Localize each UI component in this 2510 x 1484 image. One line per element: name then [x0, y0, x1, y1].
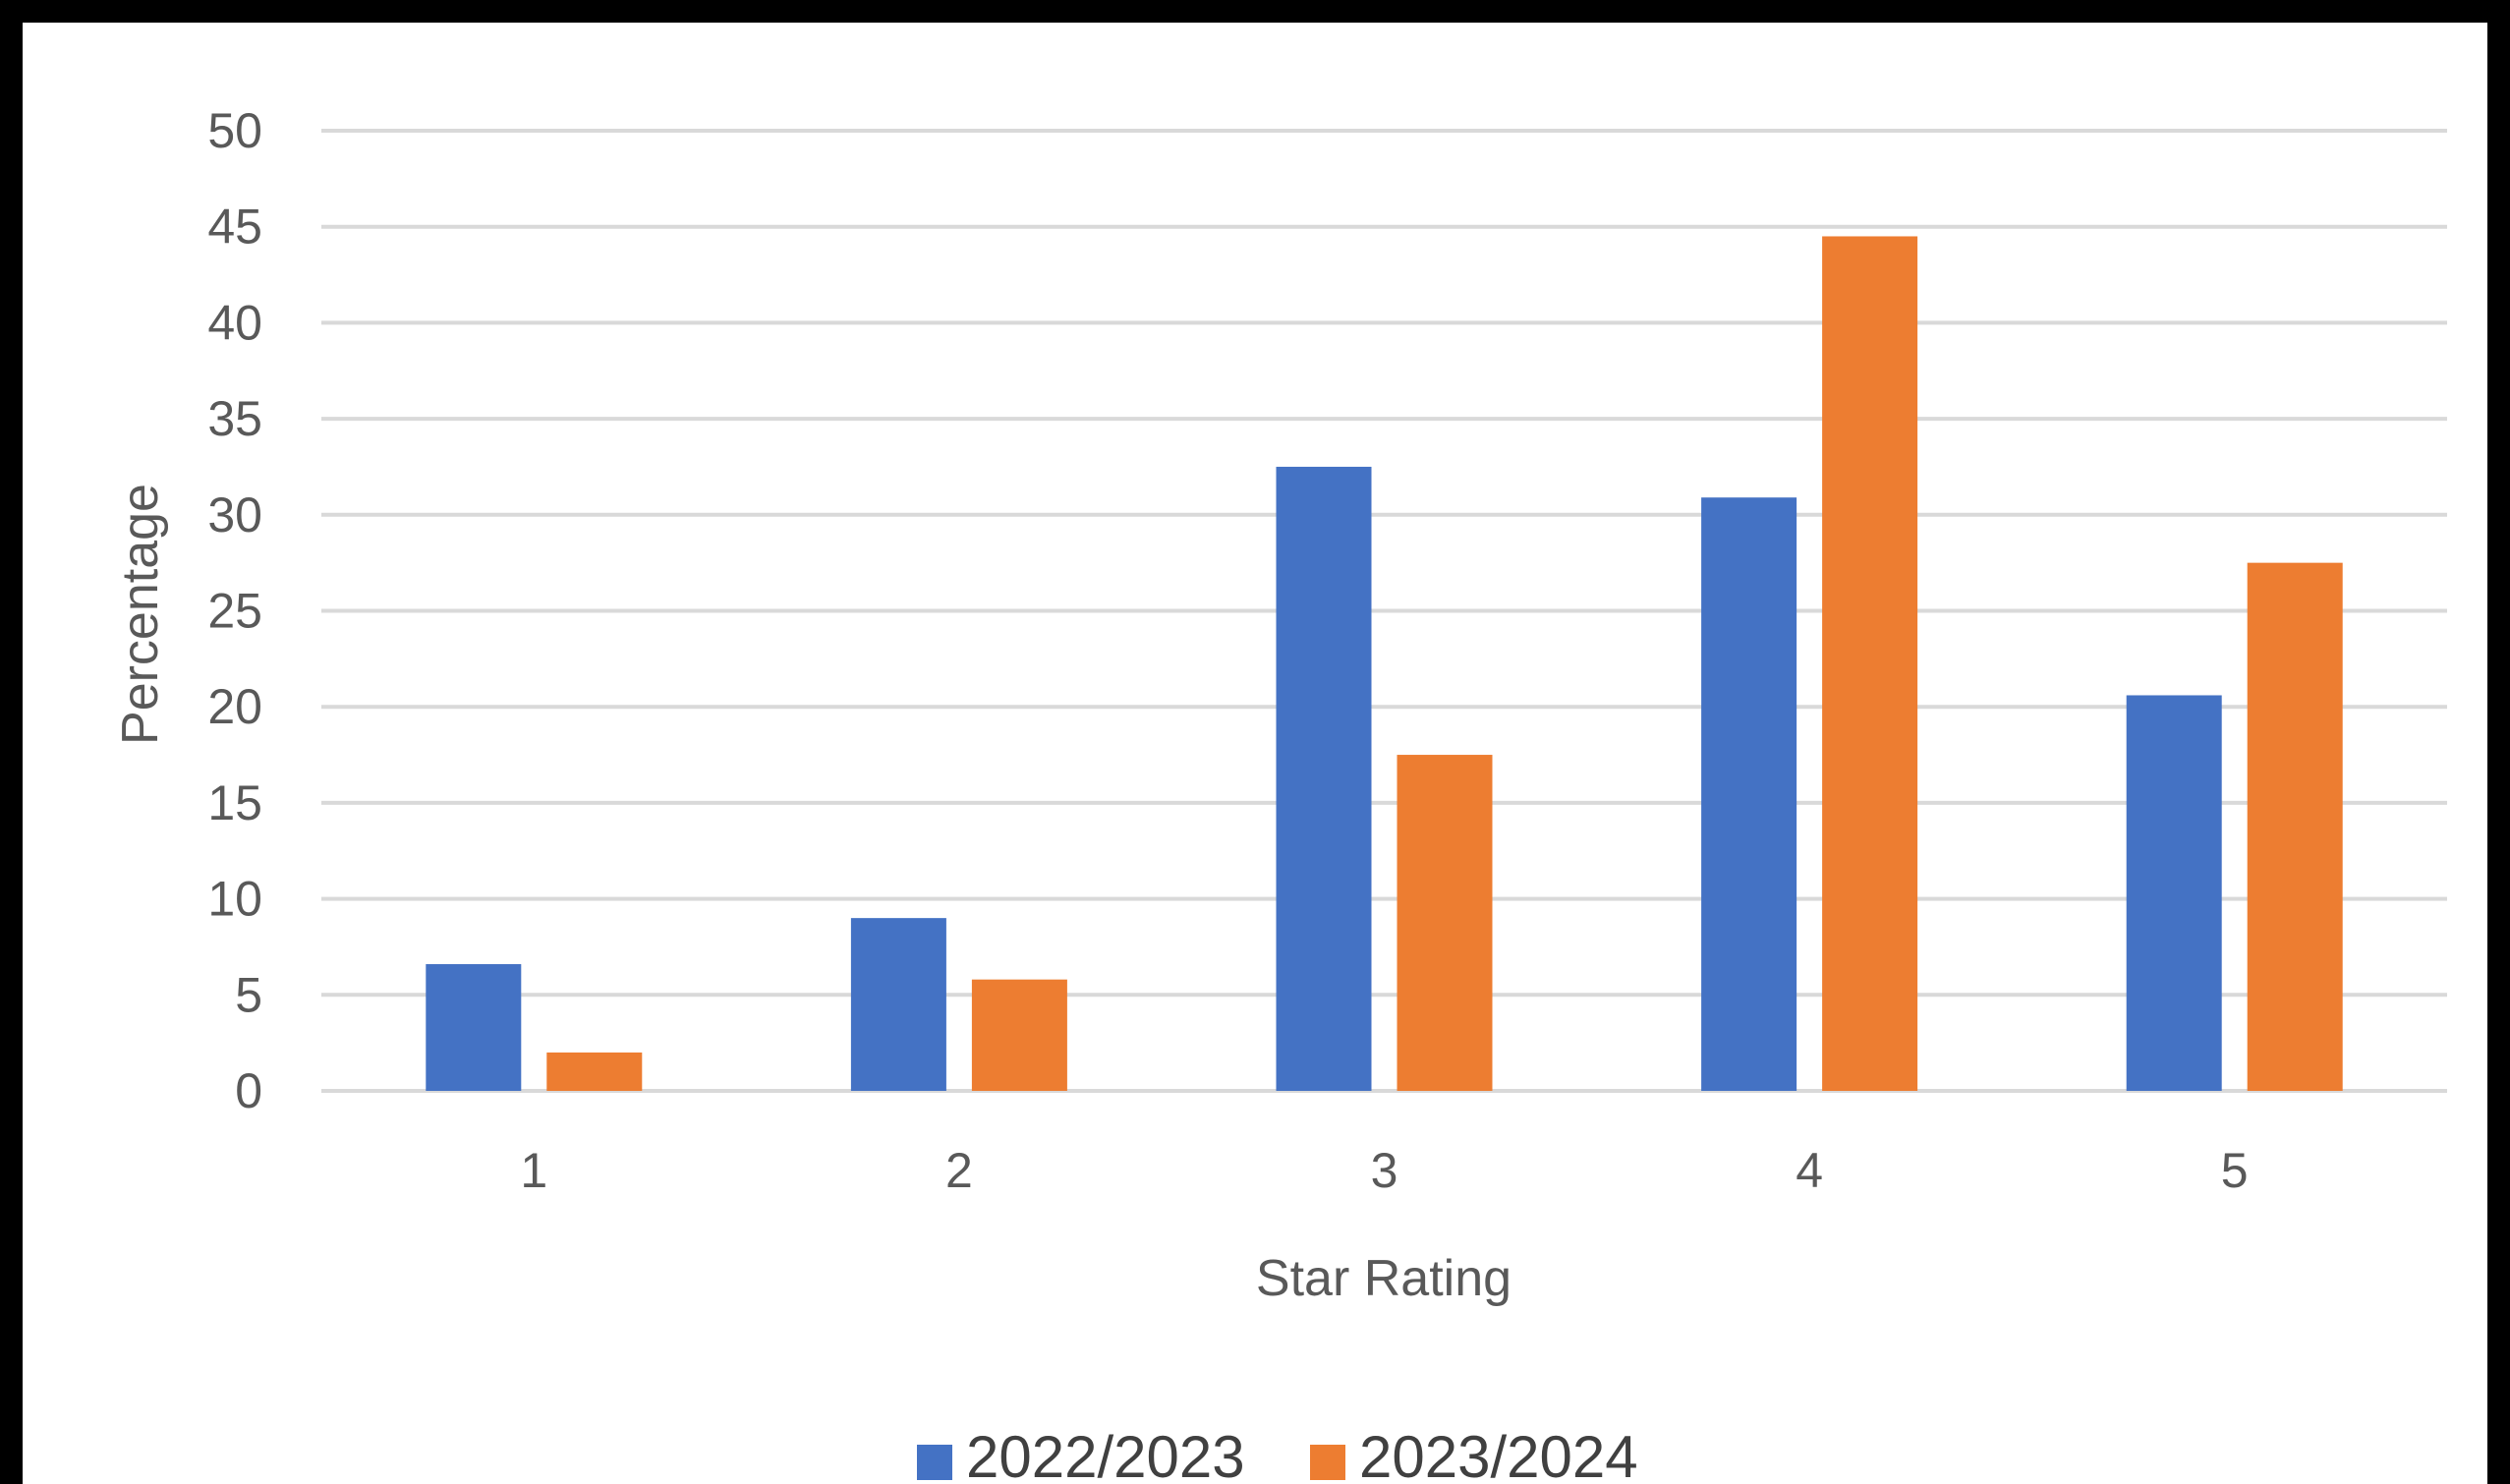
bar-2022-2023-rating-1 [426, 964, 522, 1091]
bars [426, 236, 2343, 1092]
legend-swatch [1310, 1445, 1345, 1480]
y-tick-label: 30 [207, 487, 262, 542]
legend: 2022/2023 2023/2024 [917, 1424, 1638, 1484]
x-tick-label: 5 [2221, 1143, 2249, 1198]
y-tick-label: 35 [207, 391, 262, 446]
bar-2022-2023-rating-3 [1276, 466, 1372, 1091]
x-tick-label: 2 [945, 1143, 973, 1198]
y-tick-label: 15 [207, 775, 262, 830]
x-axis-title: Star Rating [1256, 1250, 1512, 1307]
y-tick-label: 10 [207, 872, 262, 927]
y-tick-label: 50 [207, 103, 262, 158]
bar-2023-2024-rating-5 [2247, 562, 2343, 1091]
y-tick-label: 40 [207, 295, 262, 350]
bar-2023-2024-rating-2 [971, 979, 1067, 1091]
y-tick-label: 20 [207, 679, 262, 734]
y-tick-label: 45 [207, 200, 262, 255]
y-tick-label: 5 [235, 967, 262, 1022]
legend-label: 2023/2024 [1359, 1424, 1638, 1484]
gridlines [321, 129, 2447, 1093]
bar-2022-2023-rating-4 [1701, 497, 1797, 1091]
y-tick-label: 25 [207, 584, 262, 639]
legend-swatch [917, 1445, 952, 1480]
bar-2022-2023-rating-2 [850, 918, 946, 1091]
x-tick-label: 1 [520, 1143, 547, 1198]
y-axis-title: Percentage [112, 484, 169, 745]
y-axis-tick-labels: 0 5 10 15 20 25 30 35 40 45 50 [207, 103, 262, 1118]
bar-2022-2023-rating-5 [2126, 695, 2222, 1091]
bar-2023-2024-rating-4 [1822, 236, 1918, 1092]
x-tick-label: 4 [1796, 1143, 1823, 1198]
legend-label: 2022/2023 [966, 1424, 1245, 1484]
bar-2023-2024-rating-1 [546, 1052, 643, 1091]
x-axis-tick-labels: 1 2 3 4 5 [520, 1143, 2248, 1198]
bar-2023-2024-rating-3 [1397, 755, 1493, 1091]
x-tick-label: 3 [1371, 1143, 1398, 1198]
y-tick-label: 0 [235, 1063, 262, 1118]
